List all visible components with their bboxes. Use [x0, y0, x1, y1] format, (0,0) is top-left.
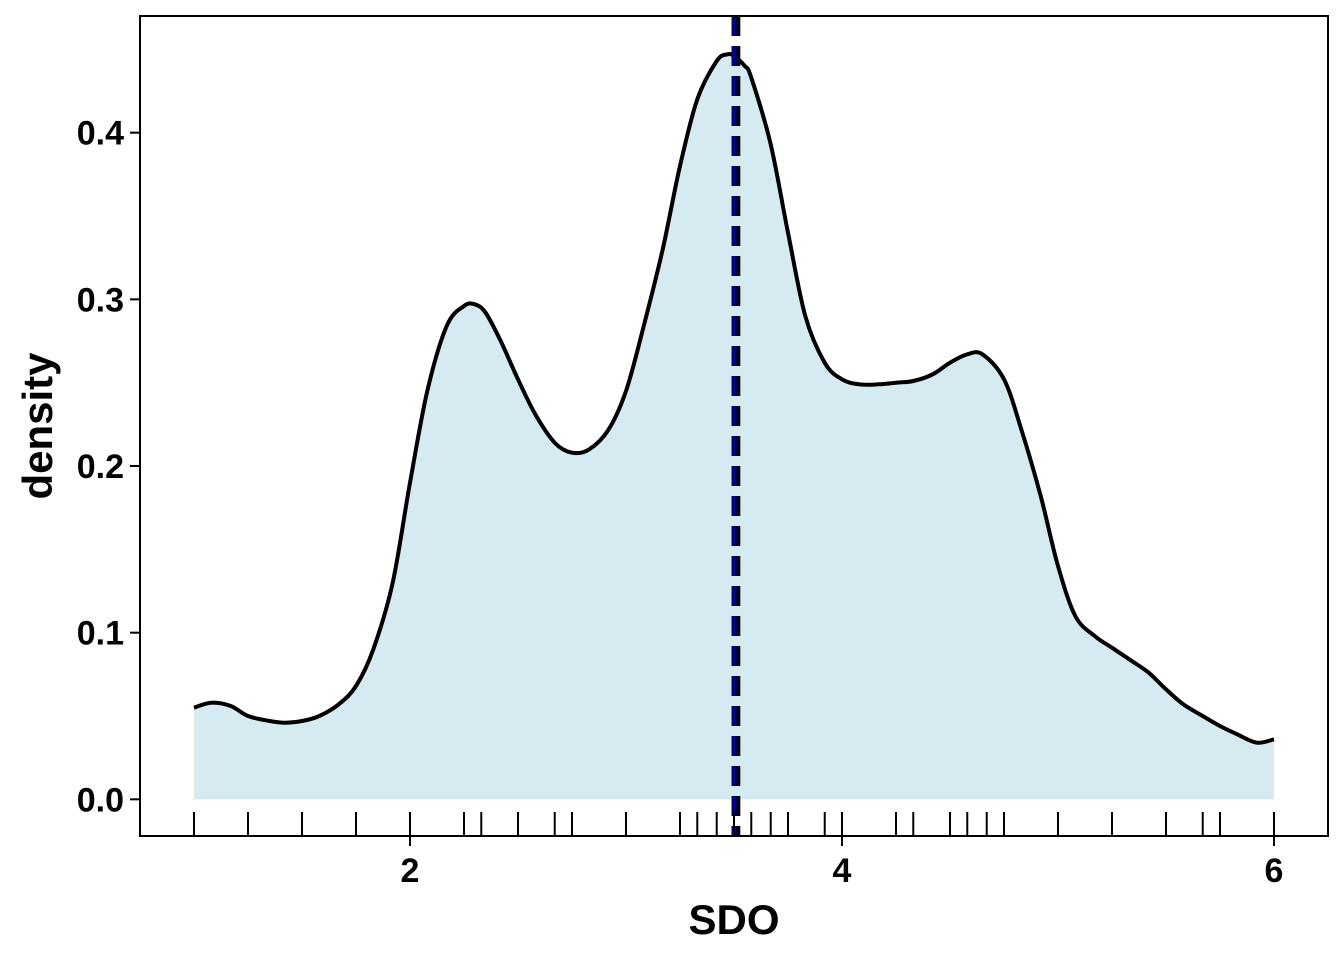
y-tick-label: 0.4 [77, 115, 124, 153]
x-axis: 2 4 6 [401, 836, 1284, 890]
y-axis: 0.0 0.1 0.2 0.3 0.4 [77, 115, 140, 819]
y-tick-label: 0.0 [77, 781, 124, 819]
plot-panel [139, 15, 1329, 837]
y-tick-label: 0.2 [77, 448, 124, 486]
density-area [194, 53, 1274, 800]
y-tick-label: 0.1 [77, 615, 124, 653]
density-curve [193, 51, 1275, 745]
x-tick-label: 6 [1265, 852, 1284, 890]
x-tick-label: 2 [401, 852, 420, 890]
y-axis-title: density [14, 352, 61, 500]
rug-marks [193, 812, 1275, 836]
x-axis-title: SDO [688, 896, 779, 943]
x-tick-label: 4 [833, 852, 852, 890]
y-tick-label: 0.3 [77, 281, 124, 319]
